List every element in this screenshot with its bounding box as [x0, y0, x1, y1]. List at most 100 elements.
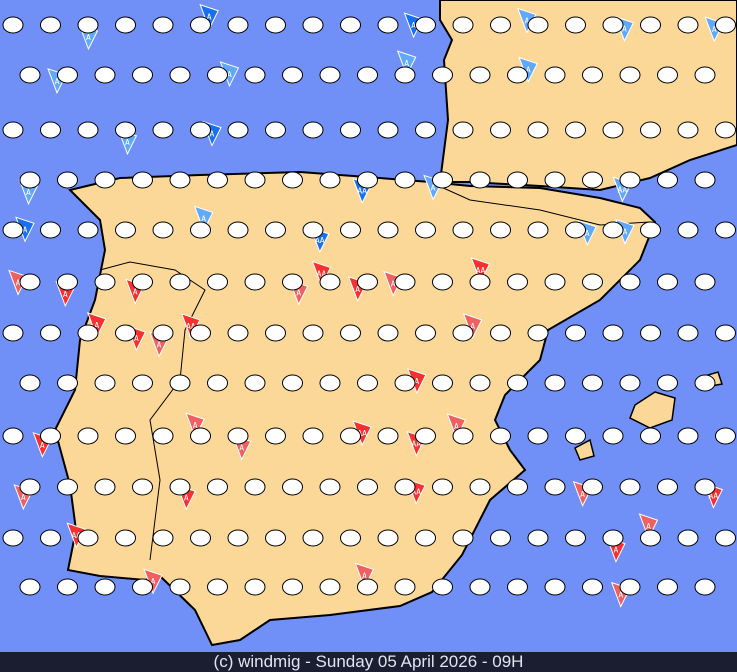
station-circle-icon: [677, 121, 699, 139]
wind-speed-label: A: [391, 280, 396, 289]
station-circle-icon: [565, 529, 586, 547]
station-circle-icon: [602, 427, 624, 445]
station-circle-icon: [132, 273, 153, 291]
station-circle-icon: [394, 578, 416, 596]
station-circle-icon: [507, 478, 528, 496]
station-circle-icon: [415, 221, 436, 239]
station-circle-icon: [377, 221, 399, 239]
station-circle-icon: [40, 121, 61, 139]
station-circle-icon: [619, 273, 641, 291]
wind-speed-label: A: [23, 225, 28, 234]
station-circle-icon: [40, 324, 61, 342]
station-circle-icon: [694, 273, 716, 291]
station-circle-icon: [244, 478, 266, 496]
station-circle-icon: [694, 66, 716, 84]
station-circle-icon: [507, 171, 528, 189]
station-circle-icon: [527, 324, 549, 342]
station-circle-icon: [694, 374, 716, 392]
station-circle-icon: [57, 66, 78, 84]
mallorca-land: [629, 391, 676, 429]
station-circle-icon: [469, 374, 491, 392]
station-circle-icon: [77, 221, 99, 239]
wind-speed-label: A: [526, 66, 531, 75]
station-circle-icon: [57, 273, 78, 291]
station-circle-icon: [657, 171, 678, 189]
station-circle-icon: [115, 529, 136, 547]
station-circle-icon: [57, 578, 78, 596]
wind-speed-label: A: [94, 321, 99, 330]
station-circle-icon: [657, 273, 678, 291]
station-circle-icon: [694, 171, 716, 189]
wind-speed-label: AA: [357, 429, 367, 438]
station-circle-icon: [357, 374, 378, 392]
station-circle-icon: [527, 221, 549, 239]
station-circle-icon: [340, 221, 361, 239]
station-circle-icon: [19, 478, 41, 496]
station-circle-icon: [694, 478, 716, 496]
station-circle-icon: [677, 16, 699, 34]
station-circle-icon: [207, 273, 228, 291]
station-circle-icon: [57, 374, 78, 392]
station-circle-icon: [319, 171, 341, 189]
station-circle-icon: [507, 66, 528, 84]
wind-speed-label: AA: [357, 187, 367, 196]
wind-speed-label: A: [414, 377, 419, 386]
station-circle-icon: [19, 374, 41, 392]
station-circle-icon: [432, 478, 453, 496]
station-circle-icon: [582, 578, 603, 596]
station-circle-icon: [2, 16, 24, 34]
wind-speed-label: A: [63, 290, 68, 299]
wind-pennant-icon: [86, 312, 107, 339]
station-circle-icon: [282, 578, 303, 596]
station-circle-icon: [544, 478, 566, 496]
station-circle-icon: [565, 427, 586, 445]
station-circle-icon: [657, 478, 678, 496]
station-circle-icon: [244, 578, 266, 596]
station-circle-icon: [619, 478, 641, 496]
wind-pennant-icon: [193, 205, 214, 232]
station-circle-icon: [619, 171, 641, 189]
station-circle-icon: [544, 171, 566, 189]
station-circle-icon: [319, 478, 341, 496]
station-circle-icon: [340, 529, 361, 547]
station-circle-icon: [2, 529, 24, 547]
station-circle-icon: [527, 121, 549, 139]
wind-speed-label: AA: [411, 487, 421, 496]
station-circle-icon: [377, 427, 399, 445]
station-circle-icon: [227, 427, 249, 445]
station-circle-icon: [544, 374, 566, 392]
wind-speed-label: A: [134, 334, 139, 343]
station-circle-icon: [357, 66, 378, 84]
wind-speed-label: A: [431, 183, 436, 192]
station-circle-icon: [415, 16, 436, 34]
station-circle-icon: [357, 273, 378, 291]
station-circle-icon: [227, 529, 249, 547]
station-circle-icon: [152, 121, 174, 139]
station-circle-icon: [227, 121, 249, 139]
station-circle-icon: [432, 578, 453, 596]
station-circle-icon: [452, 427, 474, 445]
wind-speed-label: A: [157, 340, 162, 349]
station-circle-icon: [715, 221, 736, 239]
station-circle-icon: [415, 529, 436, 547]
station-circle-icon: [40, 529, 61, 547]
station-circle-icon: [302, 427, 324, 445]
wind-speed-label: A: [580, 490, 585, 499]
station-circle-icon: [244, 171, 266, 189]
station-circle-icon: [565, 221, 586, 239]
station-circle-icon: [357, 478, 378, 496]
station-circle-icon: [469, 578, 491, 596]
station-circle-icon: [619, 374, 641, 392]
station-circle-icon: [469, 273, 491, 291]
wind-speed-label: AA: [618, 185, 628, 194]
station-circle-icon: [415, 324, 436, 342]
station-circle-icon: [207, 171, 228, 189]
station-circle-icon: [657, 66, 678, 84]
station-circle-icon: [40, 427, 61, 445]
station-circle-icon: [640, 121, 661, 139]
station-circle-icon: [152, 529, 174, 547]
station-circle-icon: [715, 324, 736, 342]
station-circle-icon: [490, 121, 511, 139]
station-circle-icon: [265, 221, 286, 239]
station-circle-icon: [490, 221, 511, 239]
